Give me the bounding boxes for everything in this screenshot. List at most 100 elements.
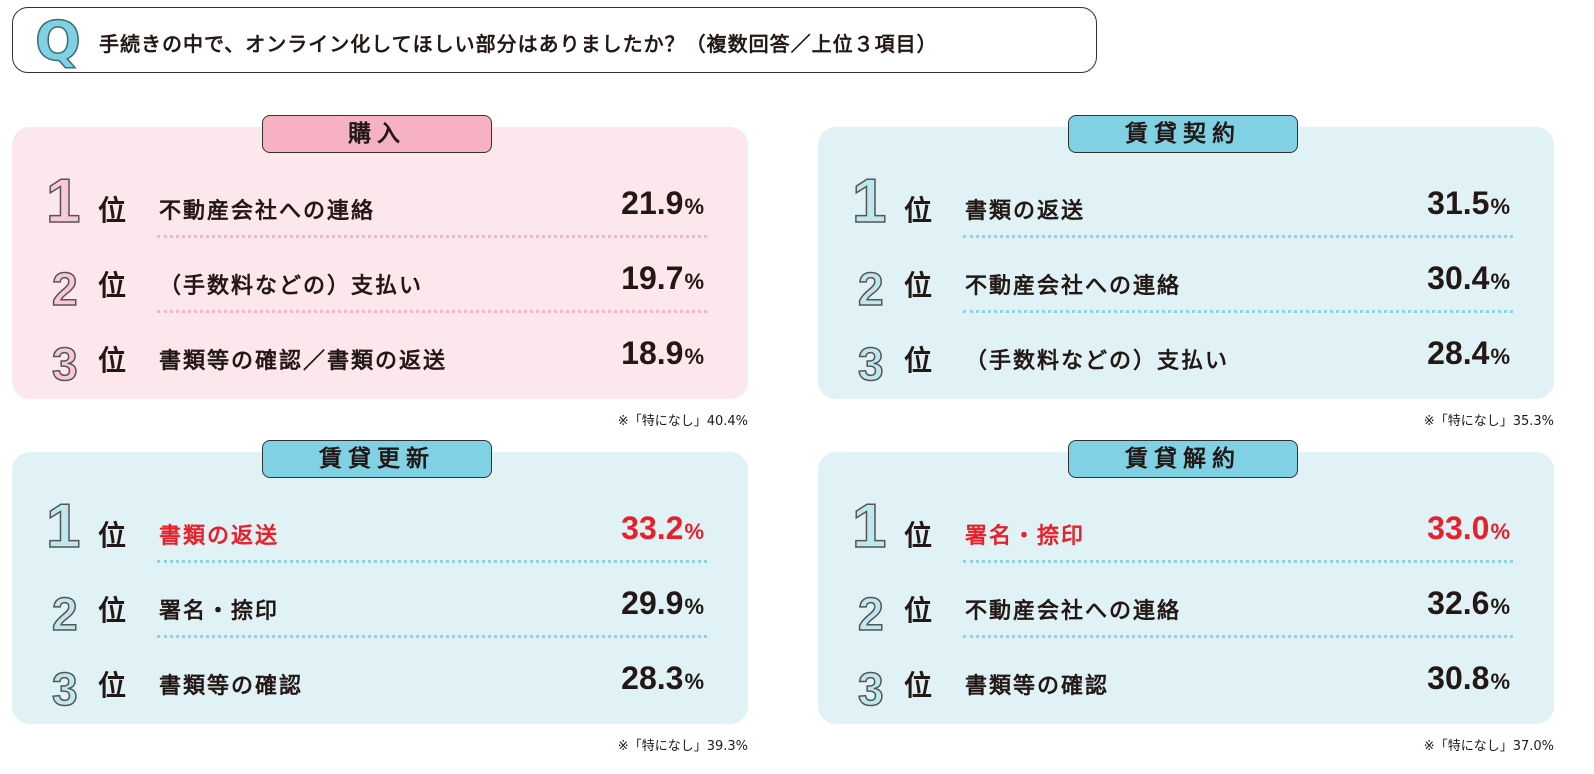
- item-label: 書類の返送: [159, 524, 280, 549]
- ranking-row: 1 位 不動産会社への連絡 21.9%: [12, 166, 748, 237]
- rank-suffix: 位: [98, 519, 127, 552]
- ranking-row: 2 位 不動産会社への連絡 32.6%: [818, 575, 1554, 641]
- item-percentage: 19.7%: [621, 260, 704, 297]
- item-percentage: 28.3%: [621, 660, 704, 697]
- panel-rental-renewal: 賃貸更新 1 位 書類の返送 33.2% 2 位 署名・捺印 29.9% 3 位…: [12, 440, 748, 724]
- ranking-row: 3 位 書類等の確認 28.3%: [12, 650, 748, 716]
- percent-unit: %: [684, 669, 704, 694]
- rank-number: 3: [857, 337, 884, 391]
- item-percentage: 18.9%: [621, 335, 704, 372]
- panel-title: 賃貸解約: [1068, 440, 1298, 478]
- ranking-row: 1 位 書類の返送 31.5%: [818, 166, 1554, 237]
- percent-unit: %: [1490, 194, 1510, 219]
- rank-number: 1: [851, 166, 887, 237]
- percent-unit: %: [684, 344, 704, 369]
- rank-number: 2: [51, 587, 78, 641]
- percentage-value: 33.2: [621, 510, 684, 546]
- percentage-value: 28.3: [621, 660, 684, 696]
- rank-number: 1: [851, 491, 887, 562]
- dotted-divider: [963, 635, 1513, 638]
- rank-suffix: 位: [904, 194, 933, 227]
- percent-unit: %: [1490, 519, 1510, 544]
- rank-number: 2: [857, 262, 884, 316]
- item-percentage: 29.9%: [621, 585, 704, 622]
- dotted-divider: [157, 235, 707, 238]
- dotted-divider: [157, 635, 707, 638]
- panel-rental-contract: 賃貸契約 1 位 書類の返送 31.5% 2 位 不動産会社への連絡 30.4%…: [818, 115, 1554, 399]
- percent-unit: %: [684, 519, 704, 544]
- item-percentage: 33.0%: [1427, 510, 1510, 547]
- dotted-divider: [963, 560, 1513, 563]
- percentage-value: 28.4: [1427, 335, 1490, 371]
- ranking-row: 1 位 署名・捺印 33.0%: [818, 491, 1554, 562]
- rank-suffix: 位: [904, 269, 933, 302]
- percentage-value: 29.9: [621, 585, 684, 621]
- panel-title: 購入: [262, 115, 492, 153]
- ranking-row: 3 位 （手数料などの）支払い 28.4%: [818, 325, 1554, 391]
- percent-unit: %: [1490, 594, 1510, 619]
- percentage-value: 31.5: [1427, 185, 1490, 221]
- dotted-divider: [157, 560, 707, 563]
- rank-number: 3: [857, 662, 884, 716]
- rank-number: 2: [51, 262, 78, 316]
- percent-unit: %: [684, 269, 704, 294]
- rank-number: 2: [857, 587, 884, 641]
- percentage-value: 33.0: [1427, 510, 1490, 546]
- percentage-value: 30.4: [1427, 260, 1490, 296]
- rank-number: 1: [45, 491, 81, 562]
- rank-number: 3: [51, 337, 78, 391]
- item-label: 書類の返送: [965, 199, 1086, 224]
- item-label: 不動産会社への連絡: [159, 199, 376, 224]
- percentage-value: 21.9: [621, 185, 684, 221]
- rank-number: 1: [45, 166, 81, 237]
- rank-suffix: 位: [904, 669, 933, 702]
- item-label: 書類等の確認: [159, 674, 304, 699]
- panel-rental-cancellation: 賃貸解約 1 位 署名・捺印 33.0% 2 位 不動産会社への連絡 32.6%…: [818, 440, 1554, 724]
- percentage-value: 19.7: [621, 260, 684, 296]
- item-percentage: 21.9%: [621, 185, 704, 222]
- q-mark-icon: Q: [34, 10, 81, 73]
- rank-suffix: 位: [98, 594, 127, 627]
- rank-suffix: 位: [98, 669, 127, 702]
- dotted-divider: [157, 310, 707, 313]
- percentage-value: 18.9: [621, 335, 684, 371]
- rank-suffix: 位: [98, 269, 127, 302]
- item-percentage: 28.4%: [1427, 335, 1510, 372]
- percent-unit: %: [1490, 269, 1510, 294]
- item-label: 不動産会社への連絡: [965, 274, 1182, 299]
- percentage-value: 30.8: [1427, 660, 1490, 696]
- question-box: Q 手続きの中で、オンライン化してほしい部分はありましたか？（複数回答／上位３項…: [12, 7, 1097, 73]
- none-note: ※「特になし」37.0%: [1423, 739, 1554, 754]
- item-label: 書類等の確認／書類の返送: [159, 349, 448, 374]
- percent-unit: %: [1490, 669, 1510, 694]
- item-percentage: 30.8%: [1427, 660, 1510, 697]
- panel-title: 賃貸契約: [1068, 115, 1298, 153]
- ranking-row: 1 位 書類の返送 33.2%: [12, 491, 748, 562]
- dotted-divider: [963, 310, 1513, 313]
- rank-suffix: 位: [98, 344, 127, 377]
- none-note: ※「特になし」40.4%: [617, 414, 748, 429]
- question-text: 手続きの中で、オンライン化してほしい部分はありましたか？（複数回答／上位３項目）: [99, 32, 938, 56]
- none-note: ※「特になし」35.3%: [1423, 414, 1554, 429]
- none-note: ※「特になし」39.3%: [617, 739, 748, 754]
- rank-suffix: 位: [904, 344, 933, 377]
- item-label: 署名・捺印: [965, 524, 1086, 549]
- rank-number: 3: [51, 662, 78, 716]
- item-label: （手数料などの）支払い: [159, 274, 424, 299]
- ranking-row: 3 位 書類等の確認 30.8%: [818, 650, 1554, 716]
- ranking-row: 2 位 不動産会社への連絡 30.4%: [818, 250, 1554, 316]
- rank-suffix: 位: [904, 594, 933, 627]
- rank-suffix: 位: [98, 194, 127, 227]
- item-label: （手数料などの）支払い: [965, 349, 1230, 374]
- ranking-row: 2 位 署名・捺印 29.9%: [12, 575, 748, 641]
- dotted-divider: [963, 235, 1513, 238]
- panel-title: 賃貸更新: [262, 440, 492, 478]
- panel-purchase: 購入 1 位 不動産会社への連絡 21.9% 2 位 （手数料などの）支払い 1…: [12, 115, 748, 399]
- percent-unit: %: [1490, 344, 1510, 369]
- item-percentage: 33.2%: [621, 510, 704, 547]
- percent-unit: %: [684, 594, 704, 619]
- item-percentage: 31.5%: [1427, 185, 1510, 222]
- ranking-row: 2 位 （手数料などの）支払い 19.7%: [12, 250, 748, 316]
- item-label: 不動産会社への連絡: [965, 599, 1182, 624]
- item-label: 書類等の確認: [965, 674, 1110, 699]
